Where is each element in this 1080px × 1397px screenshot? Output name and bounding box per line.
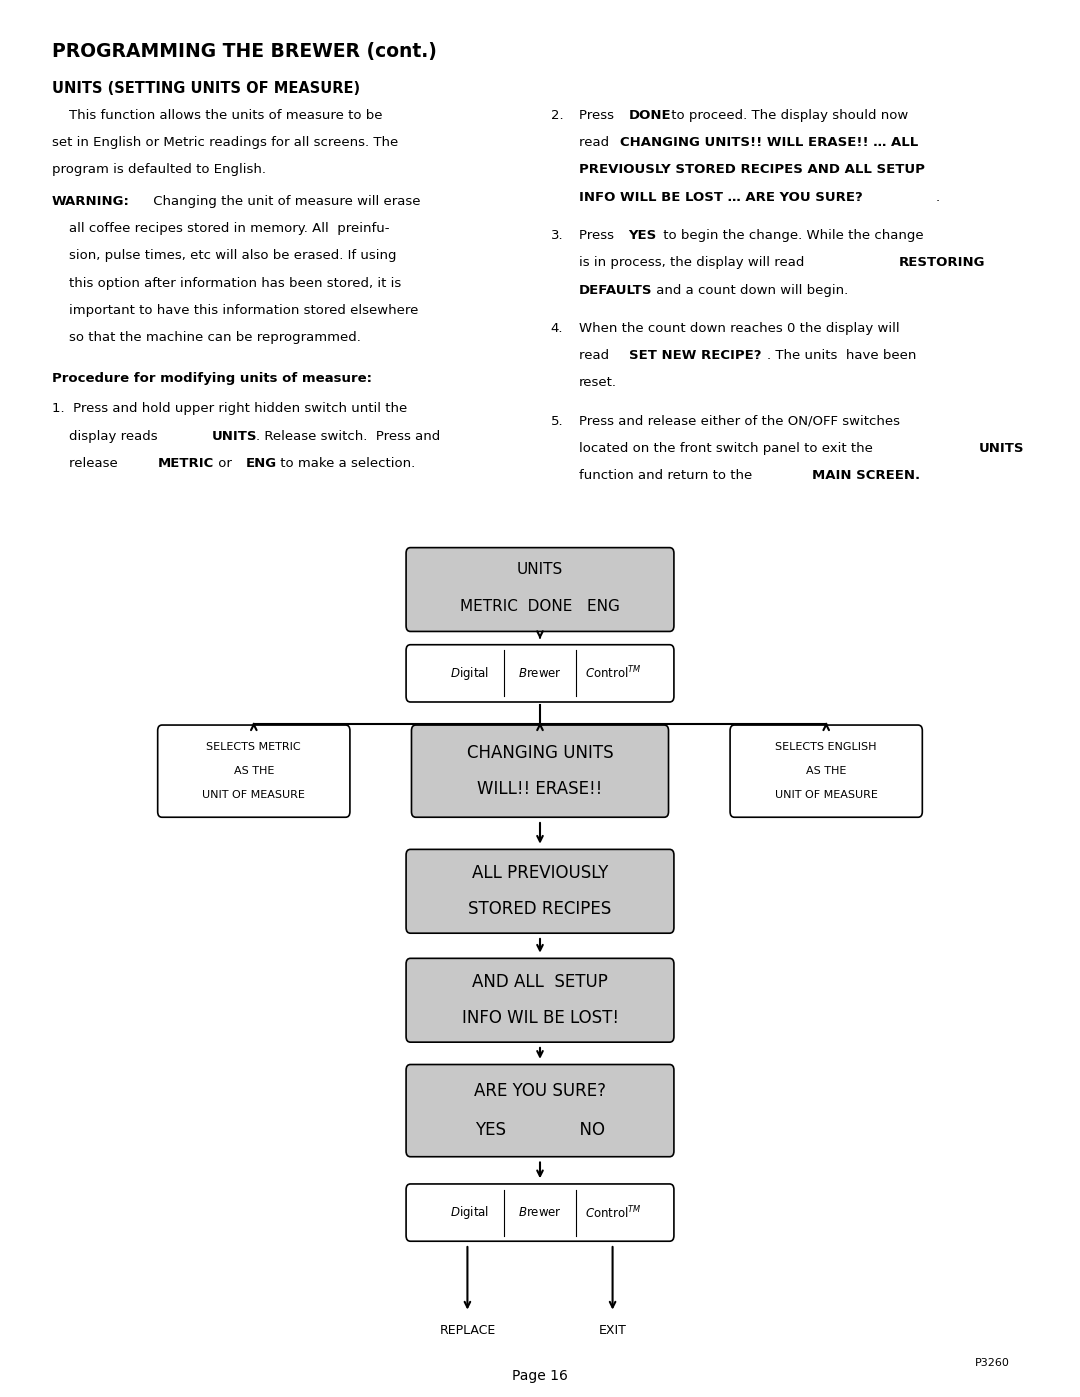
Text: important to have this information stored elsewhere: important to have this information store… <box>52 305 418 317</box>
Text: UNITS: UNITS <box>517 563 563 577</box>
Text: $\mathit{B}$rewer: $\mathit{B}$rewer <box>518 666 562 680</box>
Text: This function allows the units of measure to be: This function allows the units of measur… <box>52 109 382 122</box>
FancyBboxPatch shape <box>411 725 669 817</box>
Text: read: read <box>579 349 618 362</box>
Text: WARNING:: WARNING: <box>52 194 130 208</box>
Text: ALL PREVIOUSLY: ALL PREVIOUSLY <box>472 865 608 882</box>
Text: Press and release either of the ON/OFF switches: Press and release either of the ON/OFF s… <box>579 415 900 427</box>
Text: ARE YOU SURE?: ARE YOU SURE? <box>474 1083 606 1099</box>
FancyBboxPatch shape <box>406 1065 674 1157</box>
Text: INFO WILL BE LOST … ARE YOU SURE?: INFO WILL BE LOST … ARE YOU SURE? <box>579 191 863 204</box>
Text: to make a selection.: to make a selection. <box>276 457 416 469</box>
Text: release: release <box>52 457 122 469</box>
Text: . The units  have been: . The units have been <box>767 349 916 362</box>
Text: UNITS (SETTING UNITS OF MEASURE): UNITS (SETTING UNITS OF MEASURE) <box>52 81 360 96</box>
Text: $\mathit{C}$ontrol$^{TM}$: $\mathit{C}$ontrol$^{TM}$ <box>585 665 642 682</box>
Text: ENG: ENG <box>246 457 278 469</box>
Text: SELECTS METRIC: SELECTS METRIC <box>206 742 301 753</box>
Text: CHANGING UNITS: CHANGING UNITS <box>467 745 613 761</box>
FancyBboxPatch shape <box>406 1185 674 1241</box>
Text: P3260: P3260 <box>975 1358 1010 1368</box>
Text: 2.: 2. <box>551 109 564 122</box>
FancyBboxPatch shape <box>406 958 674 1042</box>
Text: UNITS: UNITS <box>978 441 1024 455</box>
Text: all coffee recipes stored in memory. All  preinfu-: all coffee recipes stored in memory. All… <box>52 222 390 235</box>
FancyBboxPatch shape <box>406 548 674 631</box>
Text: RESTORING: RESTORING <box>899 257 985 270</box>
Text: Press: Press <box>579 229 618 242</box>
Text: INFO WIL BE LOST!: INFO WIL BE LOST! <box>461 1010 619 1027</box>
Text: AS THE: AS THE <box>233 766 274 777</box>
Text: EXIT: EXIT <box>598 1324 626 1337</box>
Text: set in English or Metric readings for all screens. The: set in English or Metric readings for al… <box>52 137 399 149</box>
Text: Page 16: Page 16 <box>512 1369 568 1383</box>
Text: to begin the change. While the change: to begin the change. While the change <box>659 229 923 242</box>
Text: WILL!! ERASE!!: WILL!! ERASE!! <box>477 781 603 798</box>
Text: $\mathit{B}$rewer: $\mathit{B}$rewer <box>518 1206 562 1220</box>
Text: AND ALL  SETUP: AND ALL SETUP <box>472 974 608 990</box>
FancyBboxPatch shape <box>158 725 350 817</box>
Text: .: . <box>935 191 940 204</box>
Text: 3.: 3. <box>551 229 564 242</box>
Text: $\mathit{D}$igital: $\mathit{D}$igital <box>450 1204 489 1221</box>
Text: this option after information has been stored, it is: this option after information has been s… <box>52 277 401 289</box>
Text: METRIC: METRIC <box>158 457 214 469</box>
Text: sion, pulse times, etc will also be erased. If using: sion, pulse times, etc will also be eras… <box>52 249 396 263</box>
Text: . Release switch.  Press and: . Release switch. Press and <box>256 430 441 443</box>
Text: When the count down reaches 0 the display will: When the count down reaches 0 the displa… <box>579 323 900 335</box>
FancyBboxPatch shape <box>406 644 674 701</box>
Text: 4.: 4. <box>551 323 564 335</box>
Text: Press: Press <box>579 109 618 122</box>
Text: YES: YES <box>629 229 657 242</box>
Text: DEFAULTS: DEFAULTS <box>579 284 652 296</box>
Text: Changing the unit of measure will erase: Changing the unit of measure will erase <box>149 194 420 208</box>
Text: function and return to the: function and return to the <box>579 469 756 482</box>
Text: $\mathit{C}$ontrol$^{TM}$: $\mathit{C}$ontrol$^{TM}$ <box>585 1204 642 1221</box>
Text: STORED RECIPES: STORED RECIPES <box>469 901 611 918</box>
Text: read: read <box>579 137 613 149</box>
Text: $\mathit{D}$igital: $\mathit{D}$igital <box>450 665 489 682</box>
Text: UNITS: UNITS <box>212 430 257 443</box>
Text: and a count down will begin.: and a count down will begin. <box>652 284 849 296</box>
Text: SET NEW RECIPE?: SET NEW RECIPE? <box>629 349 761 362</box>
Text: UNIT OF MEASURE: UNIT OF MEASURE <box>202 789 306 800</box>
Text: YES              NO: YES NO <box>475 1122 605 1139</box>
Text: to proceed. The display should now: to proceed. The display should now <box>667 109 908 122</box>
Text: REPLACE: REPLACE <box>440 1324 496 1337</box>
Text: 1.  Press and hold upper right hidden switch until the: 1. Press and hold upper right hidden swi… <box>52 402 407 415</box>
Text: CHANGING UNITS!! WILL ERASE!! … ALL: CHANGING UNITS!! WILL ERASE!! … ALL <box>620 137 918 149</box>
Text: 5.: 5. <box>551 415 564 427</box>
Text: program is defaulted to English.: program is defaulted to English. <box>52 163 266 176</box>
FancyBboxPatch shape <box>406 849 674 933</box>
Text: UNIT OF MEASURE: UNIT OF MEASURE <box>774 789 878 800</box>
Text: AS THE: AS THE <box>806 766 847 777</box>
Text: reset.: reset. <box>579 377 617 390</box>
Text: PROGRAMMING THE BREWER (cont.): PROGRAMMING THE BREWER (cont.) <box>52 42 436 61</box>
Text: METRIC  DONE   ENG: METRIC DONE ENG <box>460 599 620 613</box>
Text: or: or <box>214 457 235 469</box>
Text: is in process, the display will read: is in process, the display will read <box>579 257 809 270</box>
Text: DONE: DONE <box>629 109 671 122</box>
Text: MAIN SCREEN.: MAIN SCREEN. <box>812 469 920 482</box>
Text: PREVIOUSLY STORED RECIPES AND ALL SETUP: PREVIOUSLY STORED RECIPES AND ALL SETUP <box>579 163 924 176</box>
Text: Procedure for modifying units of measure:: Procedure for modifying units of measure… <box>52 373 372 386</box>
Text: located on the front switch panel to exit the: located on the front switch panel to exi… <box>579 441 877 455</box>
Text: so that the machine can be reprogrammed.: so that the machine can be reprogrammed. <box>52 331 361 344</box>
FancyBboxPatch shape <box>730 725 922 817</box>
Text: SELECTS ENGLISH: SELECTS ENGLISH <box>775 742 877 753</box>
Text: display reads: display reads <box>52 430 162 443</box>
